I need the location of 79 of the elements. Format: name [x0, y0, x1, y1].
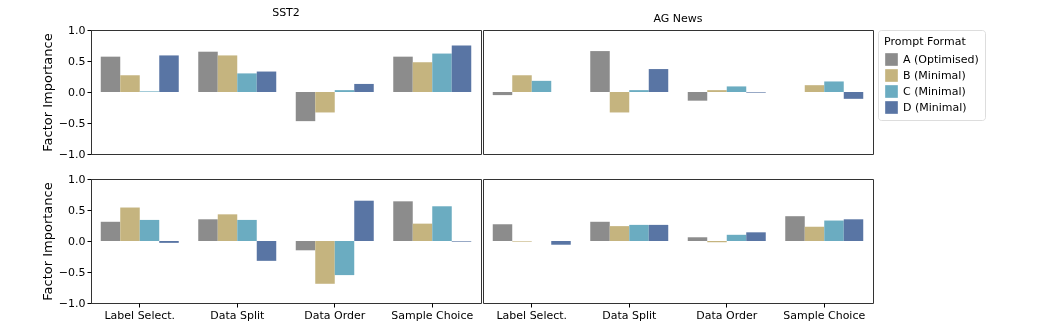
y-tick-label: −0.5 — [58, 116, 86, 130]
bar — [198, 219, 218, 241]
bar — [393, 201, 413, 241]
bar — [354, 83, 374, 92]
bar — [804, 226, 825, 241]
bar — [687, 237, 708, 241]
x-tick-label: Data Order — [304, 308, 366, 322]
bar — [590, 51, 610, 92]
bar — [687, 92, 708, 101]
bar — [432, 206, 452, 241]
chart-title: AG News — [653, 12, 703, 25]
x-tick-label: Sample Choice — [783, 308, 866, 322]
bar — [804, 85, 825, 92]
bar — [354, 200, 374, 241]
y-tick-label: −1.0 — [58, 296, 86, 310]
bar — [609, 226, 630, 241]
bar — [256, 71, 277, 92]
bar — [492, 224, 513, 241]
bar — [120, 75, 140, 92]
bar — [295, 92, 316, 122]
bar — [531, 80, 552, 92]
bar — [726, 86, 747, 92]
legend-label: D (Minimal) — [903, 100, 967, 114]
bar — [785, 216, 805, 241]
bar — [198, 51, 218, 92]
x-tick-label: Label Select. — [104, 308, 176, 322]
bar — [217, 214, 238, 241]
bar — [492, 92, 513, 96]
bar — [648, 69, 669, 92]
y-tick-label: −1.0 — [58, 147, 86, 161]
bar — [159, 55, 179, 92]
bar — [412, 62, 433, 92]
bar — [256, 241, 277, 261]
y-tick-label: 0.0 — [68, 234, 86, 248]
legend-label: C (Minimal) — [903, 84, 966, 98]
bar — [609, 92, 630, 113]
bar — [334, 241, 355, 276]
y-tick-label: −0.5 — [58, 265, 86, 279]
bar — [843, 92, 864, 99]
bar — [237, 219, 257, 241]
y-tick-label: 0.5 — [68, 54, 86, 68]
bar — [393, 56, 413, 92]
chart-title: SST2 — [272, 6, 300, 19]
bar — [412, 223, 433, 241]
y-tick-label: 0.0 — [68, 85, 86, 99]
legend-label: A (Optimised) — [903, 52, 979, 66]
y-axis-title: Factor Importance — [39, 182, 55, 301]
bar — [726, 234, 747, 241]
bar — [648, 224, 669, 241]
bar — [843, 219, 864, 241]
bar — [139, 219, 160, 241]
y-tick-label: 1.0 — [68, 172, 86, 186]
bar — [295, 241, 316, 251]
x-tick-label: Sample Choice — [391, 308, 474, 322]
x-tick-label: Label Select. — [496, 308, 568, 322]
legend-label: B (Minimal) — [903, 68, 966, 82]
x-tick-label: Data Split — [210, 308, 266, 322]
bar — [217, 55, 238, 92]
bar — [512, 75, 532, 92]
bar — [551, 241, 571, 245]
bar — [315, 92, 335, 113]
bar — [451, 45, 472, 92]
y-tick-label: 1.0 — [68, 23, 86, 37]
bar — [237, 73, 257, 92]
x-tick-label: Data Split — [602, 308, 658, 322]
x-tick-label: Data Order — [696, 308, 758, 322]
legend-title: Prompt Format — [884, 35, 967, 48]
bar — [315, 241, 335, 284]
bar — [746, 232, 766, 241]
bar — [100, 221, 121, 241]
bar — [432, 53, 452, 92]
y-axis-title: Factor Importance — [39, 33, 55, 152]
y-tick-label: 0.5 — [68, 203, 86, 217]
bar — [629, 224, 649, 241]
bar — [120, 207, 140, 241]
bar — [100, 56, 121, 92]
bar — [824, 220, 844, 241]
bar — [824, 81, 844, 92]
bar — [590, 221, 610, 241]
